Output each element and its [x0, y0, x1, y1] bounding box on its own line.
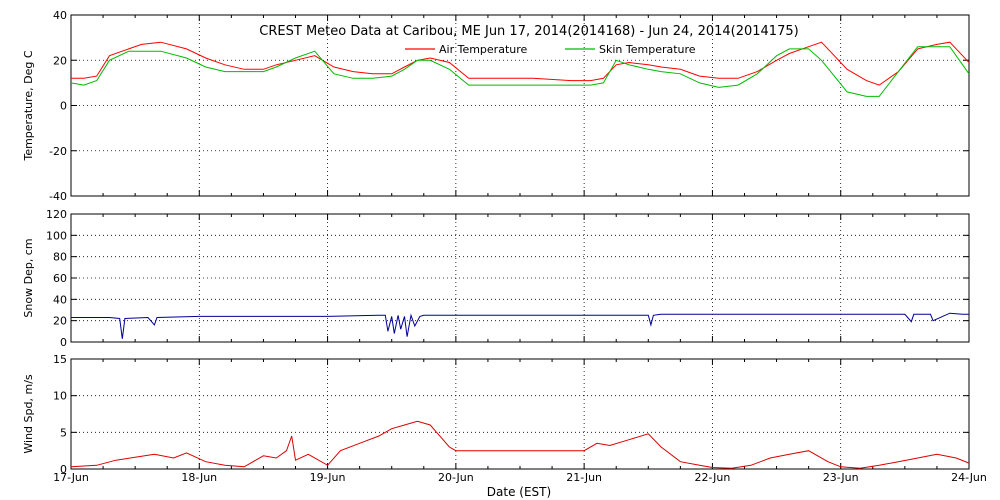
legend-label: Skin Temperature: [599, 43, 696, 56]
y-tick-label: 100: [46, 229, 67, 242]
y-tick-label: 80: [53, 251, 67, 264]
y-axis-label: Temperature, Deg C: [22, 50, 35, 161]
y-tick-label: -20: [49, 145, 67, 158]
series-line-panel2: [71, 312, 969, 339]
x-tick-label: 24-Jun: [951, 471, 987, 484]
chart-title: CREST Meteo Data at Caribou, ME Jun 17, …: [259, 24, 798, 39]
panel-1: -40 -20 0 20 40 Temperature, Deg C Air Tempera…: [22, 9, 970, 203]
panel-3: 0 5 10 15 Wind Spd, m/s 17-Jun 18-Jun 19-Jun 20-…: [22, 353, 987, 484]
y-tick-label: 5: [60, 426, 67, 439]
y-tick-label: 10: [53, 390, 67, 403]
y-tick-label: 0: [60, 463, 67, 476]
x-tick-label: 21-Jun: [566, 471, 602, 484]
x-tick-label: 18-Jun: [181, 471, 217, 484]
series-line-panel3: [70, 420, 970, 469]
x-tick-label: 17-Jun: [53, 471, 89, 484]
x-tick-label: 19-Jun: [310, 471, 346, 484]
y-tick-label: 40: [53, 9, 67, 22]
y-tick-label: 60: [53, 272, 67, 285]
series-line-skin-temperature: [70, 46, 970, 97]
plot-frame: [70, 358, 970, 470]
y-tick-label: 20: [53, 54, 67, 67]
y-axis-label: Snow Dep, cm: [22, 238, 35, 317]
y-tick-label: 0: [60, 100, 67, 113]
y-tick-label: 40: [53, 293, 67, 306]
y-tick-label: 20: [53, 315, 67, 328]
x-axis-label: Date (EST): [487, 485, 551, 499]
panel-2: 0 20 40 60 80 100 120 Snow Dep, cm: [22, 208, 970, 349]
legend-label: Air Temperature: [439, 43, 528, 56]
x-tick-label: 20-Jun: [438, 471, 474, 484]
y-tick-label: -40: [49, 190, 67, 203]
x-tick-label: 22-Jun: [695, 471, 731, 484]
series-line-air-temperature: [71, 41, 970, 86]
y-tick-label: 15: [53, 353, 67, 366]
y-axis-label: Wind Spd, m/s: [22, 374, 35, 454]
x-tick-label: 23-Jun: [823, 471, 859, 484]
y-tick-label: 0: [60, 336, 67, 349]
y-tick-label: 120: [46, 208, 67, 221]
